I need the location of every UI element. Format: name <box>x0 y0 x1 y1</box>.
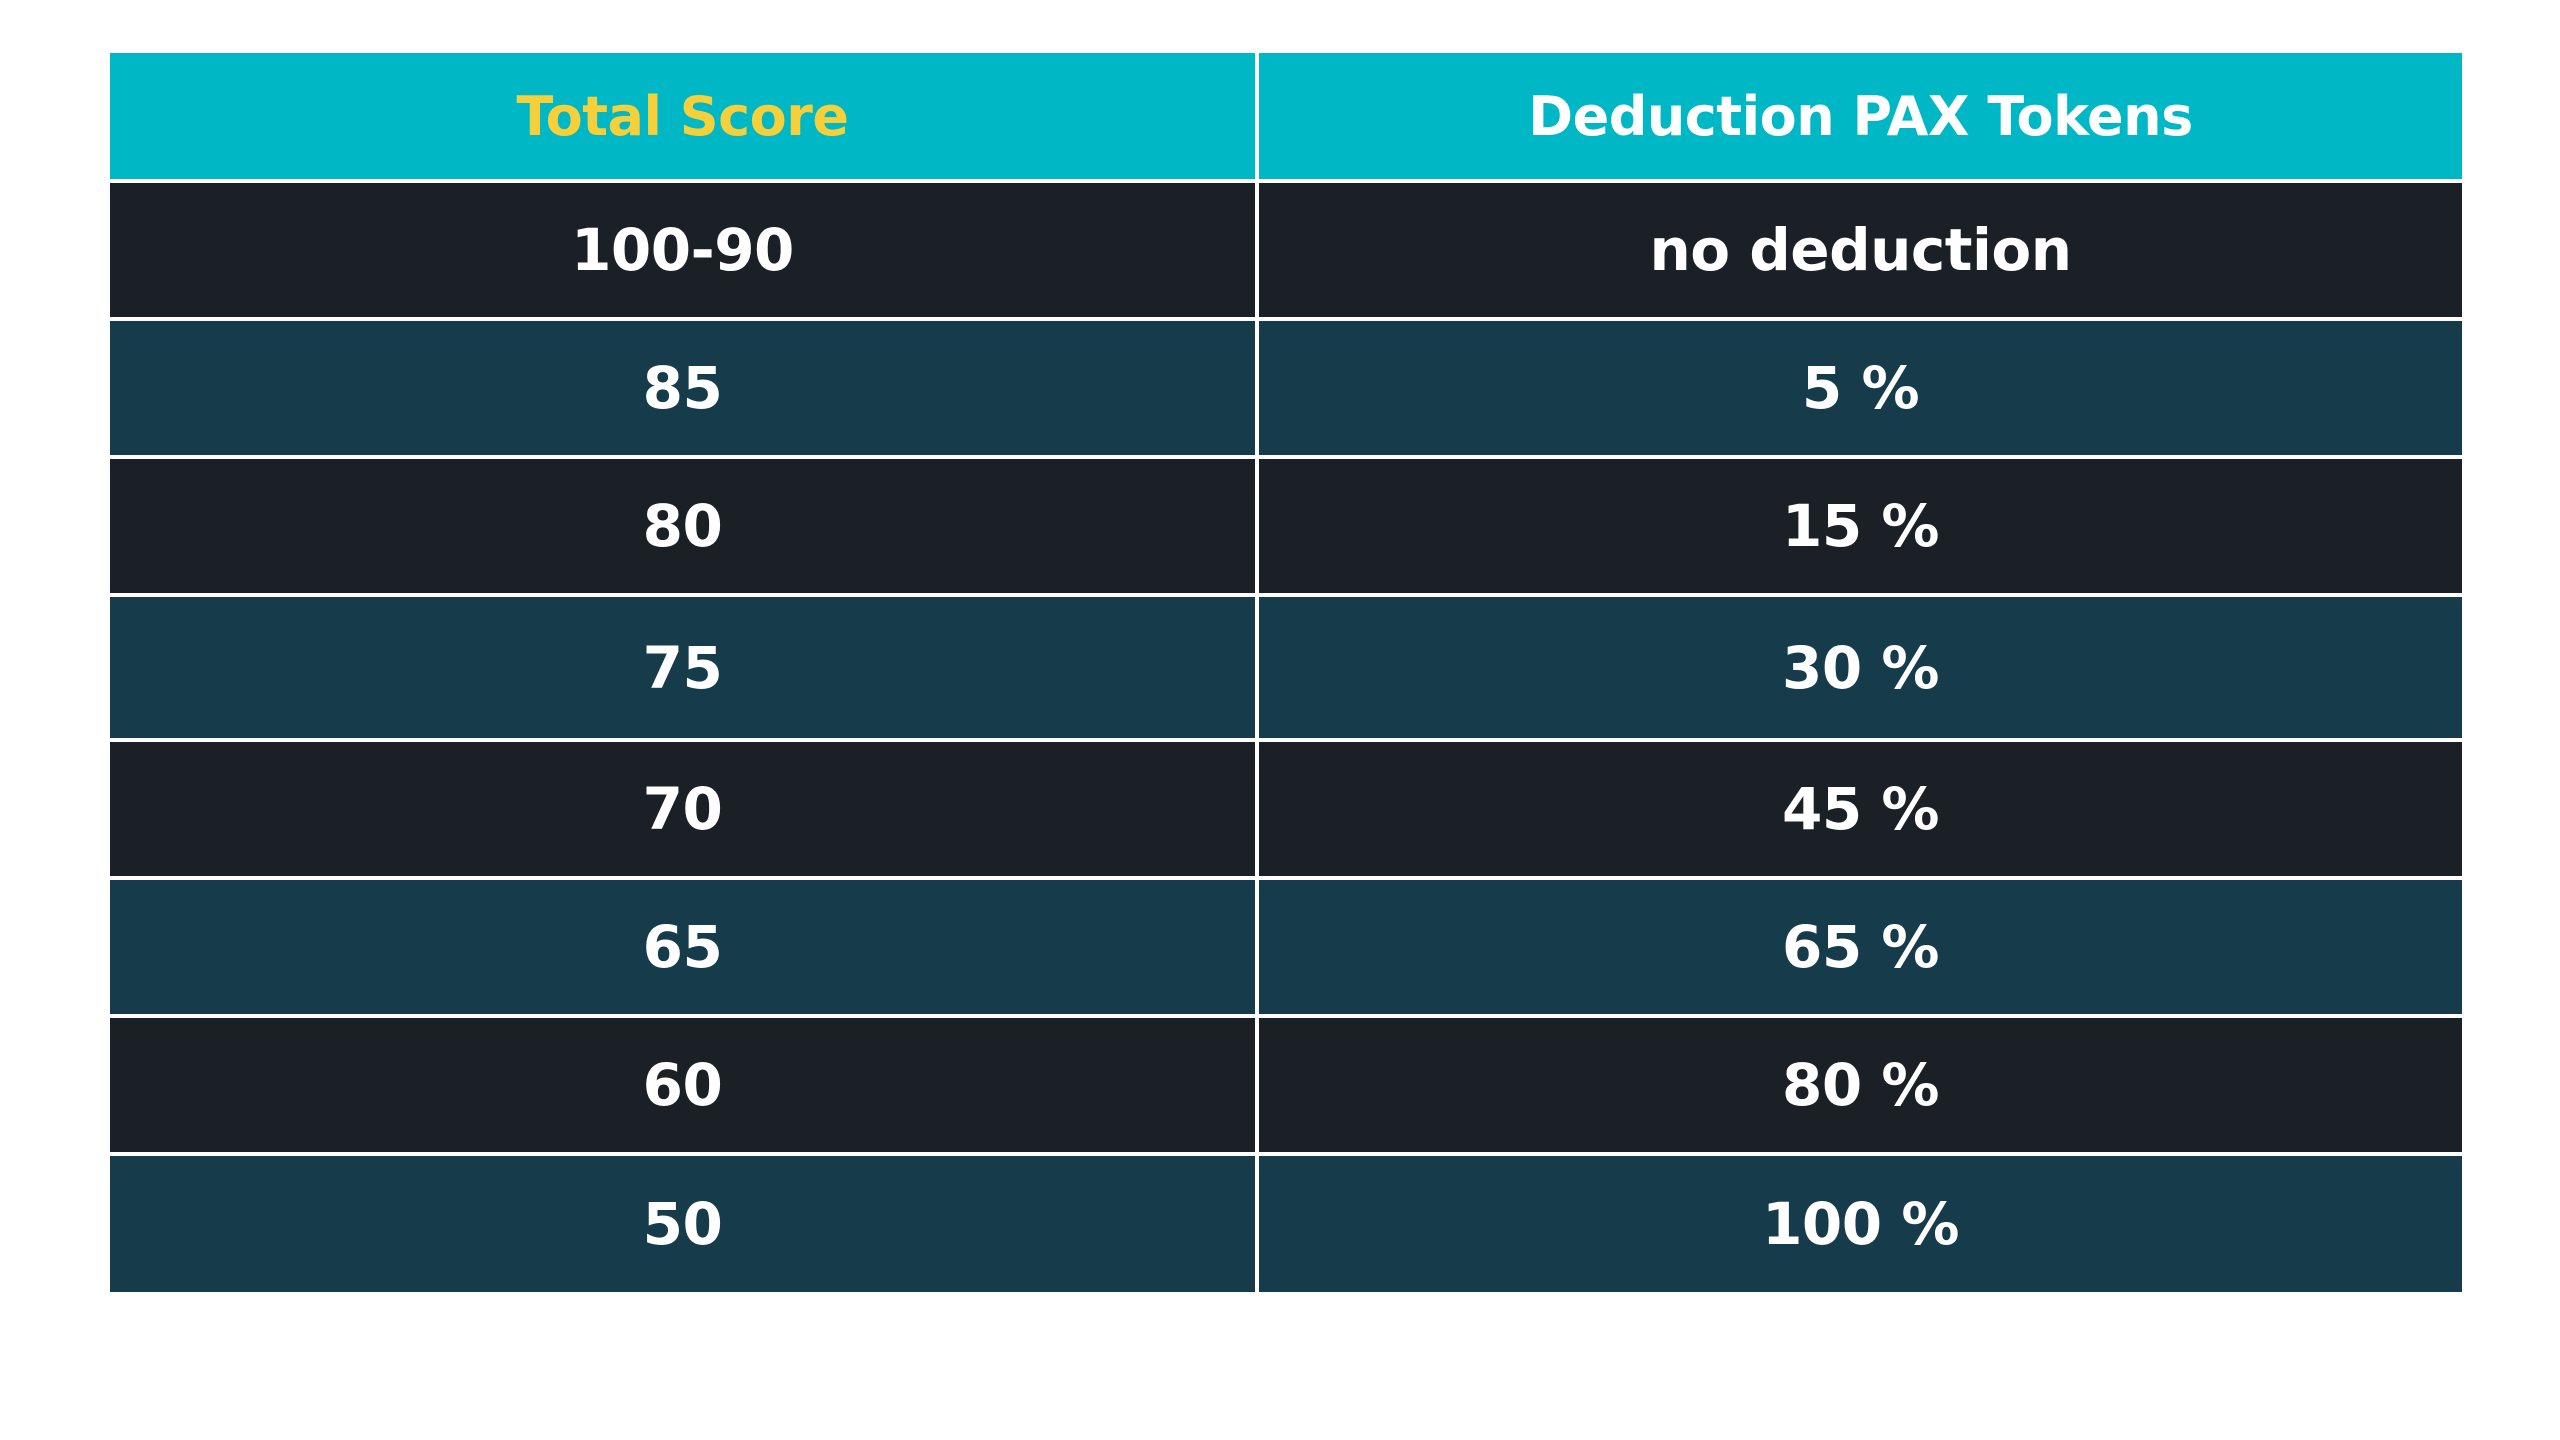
score-cell: 85 <box>110 317 1259 459</box>
table-row: 100-90 no deduction <box>110 179 2462 321</box>
score-deduction-table: Total Score Deduction PAX Tokens 100-90 … <box>110 53 2462 1292</box>
score-cell: 100-90 <box>110 179 1259 321</box>
deduction-cell: 45 % <box>1255 738 2462 880</box>
score-cell: 75 <box>110 593 1259 742</box>
score-cell: 50 <box>110 1152 1259 1292</box>
table-row: 65 65 % <box>110 876 2462 1018</box>
table-row: 75 30 % <box>110 593 2462 742</box>
table-row: 60 80 % <box>110 1014 2462 1156</box>
table-row: 50 100 % <box>110 1152 2462 1292</box>
header-total-score: Total Score <box>110 53 1259 183</box>
deduction-cell: 65 % <box>1255 876 2462 1018</box>
score-cell: 65 <box>110 876 1259 1018</box>
deduction-cell: 15 % <box>1255 455 2462 597</box>
deduction-cell: 30 % <box>1255 593 2462 742</box>
header-deduction-pax-tokens: Deduction PAX Tokens <box>1255 53 2462 183</box>
score-cell: 70 <box>110 738 1259 880</box>
table-row: 80 15 % <box>110 455 2462 597</box>
deduction-cell: no deduction <box>1255 179 2462 321</box>
table-row: 85 5 % <box>110 317 2462 459</box>
table-row: 70 45 % <box>110 738 2462 880</box>
deduction-cell: 80 % <box>1255 1014 2462 1156</box>
table-header-row: Total Score Deduction PAX Tokens <box>110 53 2462 183</box>
score-cell: 80 <box>110 455 1259 597</box>
deduction-cell: 5 % <box>1255 317 2462 459</box>
score-cell: 60 <box>110 1014 1259 1156</box>
deduction-cell: 100 % <box>1255 1152 2462 1292</box>
